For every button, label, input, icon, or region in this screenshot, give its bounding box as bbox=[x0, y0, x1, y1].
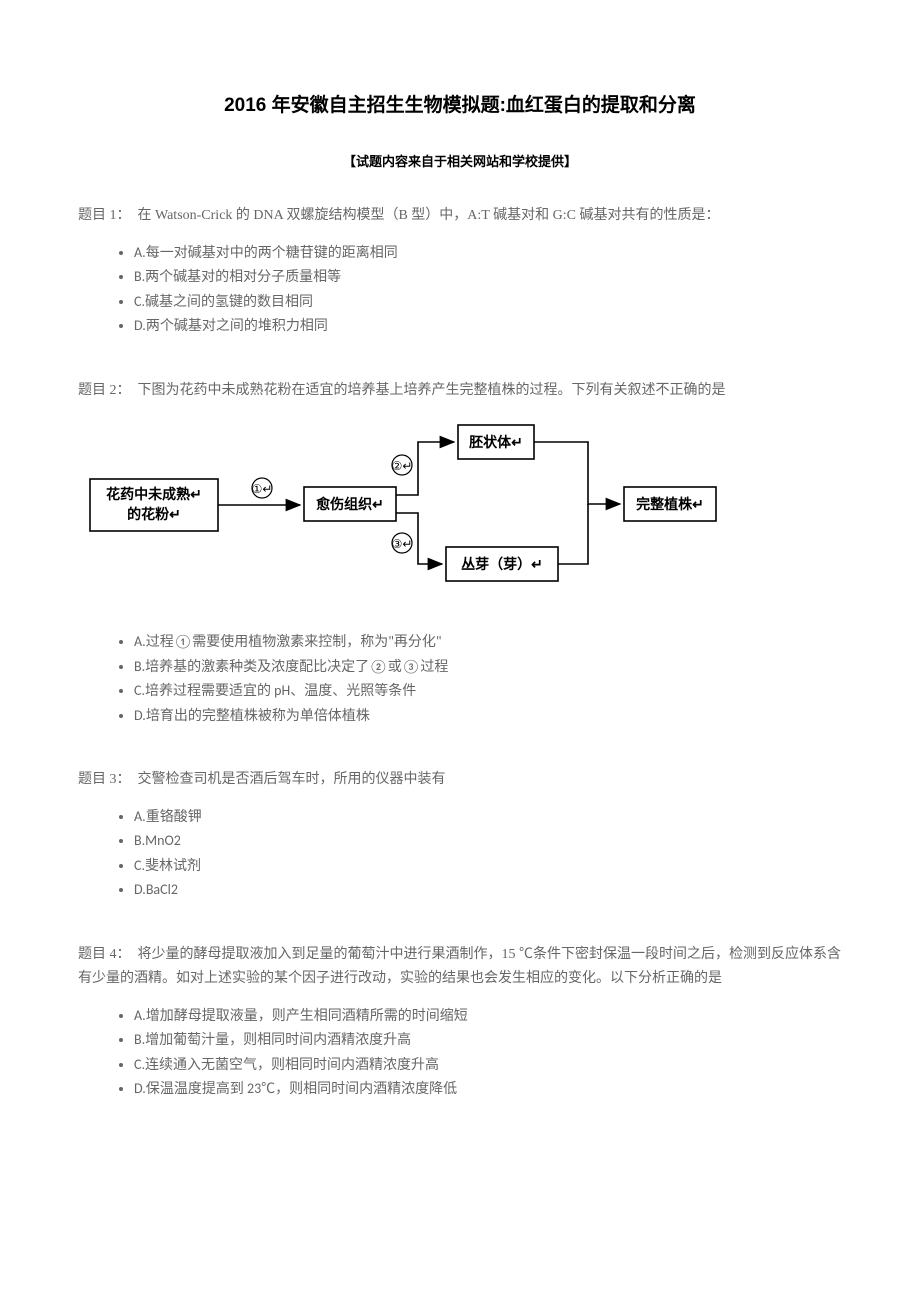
question-3-options: A.重铬酸钾 B.MnO2 C.斐林试剂 D.BaCl2 bbox=[78, 805, 842, 903]
list-item: B.增加葡萄汁量，则相同时间内酒精浓度升高 bbox=[134, 1028, 842, 1053]
question-4-stem: 题目 4： 将少量的酵母提取液加入到足量的葡萄汁中进行果酒制作，15 ℃条件下密… bbox=[78, 943, 842, 992]
node-label: 丛芽（芽）↵ bbox=[461, 556, 543, 573]
question-2-options: A.过程①需要使用植物激素来控制，称为"再分化" B.培养基的激素种类及浓度配比… bbox=[78, 630, 842, 728]
question-3-stem: 题目 3： 交警检查司机是否酒后驾车时，所用的仪器中装有 bbox=[78, 768, 842, 793]
list-item: D.两个碱基对之间的堆积力相同 bbox=[134, 314, 842, 339]
question-label: 题目 4： bbox=[78, 947, 131, 962]
list-item: C.碱基之间的氢键的数目相同 bbox=[134, 290, 842, 315]
list-item: D.BaCl2 bbox=[134, 878, 842, 903]
arrow-icon bbox=[534, 442, 620, 504]
page-subtitle: 【试题内容来自于相关网站和学校提供】 bbox=[78, 151, 842, 170]
question-text: 交警检查司机是否酒后驾车时，所用的仪器中装有 bbox=[138, 772, 446, 787]
question-2-stem: 题目 2： 下图为花药中未成熟花粉在适宜的培养基上培养产生完整植株的过程。下列有… bbox=[78, 379, 842, 404]
circle-number-label: ③↵ bbox=[392, 537, 413, 551]
list-item: A.过程①需要使用植物激素来控制，称为"再分化" bbox=[134, 630, 842, 655]
node-label: 胚状体↵ bbox=[469, 434, 523, 451]
flowchart-svg: 花药中未成熟↵ 的花粉↵ ①↵ 愈伤组织↵ ②↵ ③↵ 胚状体↵ 丛芽（芽）↵ … bbox=[78, 415, 718, 595]
list-item: B.两个碱基对的相对分子质量相等 bbox=[134, 265, 842, 290]
list-item: D.培育出的完整植株被称为单倍体植株 bbox=[134, 704, 842, 729]
question-text: 下图为花药中未成熟花粉在适宜的培养基上培养产生完整植株的过程。下列有关叙述不正确… bbox=[138, 383, 726, 398]
node-label: 的花粉↵ bbox=[127, 506, 181, 523]
page-title: 2016 年安徽自主招生生物模拟题:血红蛋白的提取和分离 bbox=[78, 90, 842, 117]
list-item: D.保温温度提高到 23℃，则相同时间内酒精浓度降低 bbox=[134, 1077, 842, 1102]
question-label: 题目 3： bbox=[78, 772, 131, 787]
list-item: A.增加酵母提取液量，则产生相同酒精所需的时间缩短 bbox=[134, 1004, 842, 1029]
list-item: B.MnO2 bbox=[134, 829, 842, 854]
list-item: B.培养基的激素种类及浓度配比决定了②或③过程 bbox=[134, 655, 842, 680]
question-label: 题目 1： bbox=[78, 208, 131, 223]
list-item: C.连续通入无菌空气，则相同时间内酒精浓度升高 bbox=[134, 1053, 842, 1078]
node-label: 愈伤组织↵ bbox=[315, 496, 384, 513]
node-label: 花药中未成熟↵ bbox=[106, 486, 202, 503]
circle-number-label: ①↵ bbox=[252, 482, 273, 496]
question-1-options: A.每一对碱基对中的两个糖苷键的距离相同 B.两个碱基对的相对分子质量相等 C.… bbox=[78, 241, 842, 339]
list-item: A.重铬酸钾 bbox=[134, 805, 842, 830]
node-label: 完整植株↵ bbox=[636, 496, 704, 513]
flowchart-node-pollen bbox=[90, 479, 218, 531]
question-text: 在 Watson-Crick 的 DNA 双螺旋结构模型（B 型）中，A:T 碱… bbox=[138, 208, 720, 223]
flowchart-diagram: 花药中未成熟↵ 的花粉↵ ①↵ 愈伤组织↵ ②↵ ③↵ 胚状体↵ 丛芽（芽）↵ … bbox=[78, 415, 842, 600]
question-label: 题目 2： bbox=[78, 383, 131, 398]
list-item: A.每一对碱基对中的两个糖苷键的距离相同 bbox=[134, 241, 842, 266]
list-item: C.培养过程需要适宜的 pH、温度、光照等条件 bbox=[134, 679, 842, 704]
question-4-options: A.增加酵母提取液量，则产生相同酒精所需的时间缩短 B.增加葡萄汁量，则相同时间… bbox=[78, 1004, 842, 1102]
question-1-stem: 题目 1： 在 Watson-Crick 的 DNA 双螺旋结构模型（B 型）中… bbox=[78, 204, 842, 229]
list-item: C.斐林试剂 bbox=[134, 854, 842, 879]
arrow-icon bbox=[558, 504, 588, 564]
question-text: 将少量的酵母提取液加入到足量的葡萄汁中进行果酒制作，15 ℃条件下密封保温一段时… bbox=[78, 947, 841, 987]
circle-number-label: ②↵ bbox=[392, 459, 413, 473]
